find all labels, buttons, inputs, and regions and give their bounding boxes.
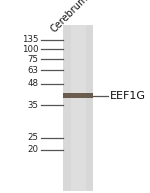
Bar (63, 93, 93, 98)
Text: 20: 20 (27, 145, 38, 154)
Text: 135: 135 (22, 35, 38, 44)
Text: 75: 75 (27, 55, 38, 64)
Text: 100: 100 (22, 45, 38, 54)
Text: 48: 48 (27, 80, 38, 88)
Text: Cerebrum: Cerebrum (49, 0, 90, 35)
Bar (70, 25, 86, 191)
Text: 35: 35 (27, 101, 38, 110)
Text: 25: 25 (27, 134, 38, 142)
Bar (63, 25, 93, 191)
Text: EEF1G: EEF1G (110, 91, 146, 101)
Text: 63: 63 (27, 66, 38, 75)
